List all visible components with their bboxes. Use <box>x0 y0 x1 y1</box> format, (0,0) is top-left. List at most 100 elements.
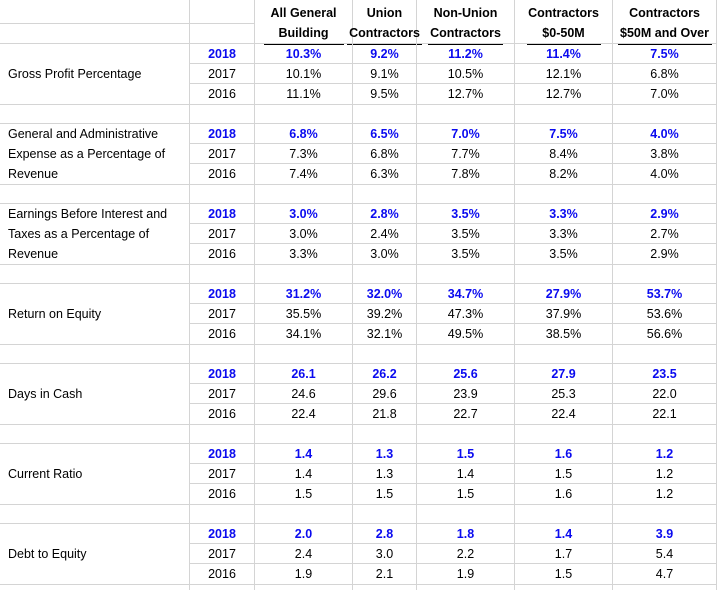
metric-label-line: Days in Cash <box>8 387 83 401</box>
value-cell: 10.5% <box>417 64 515 84</box>
value-cell: 2.4% <box>353 224 417 244</box>
column-header-line2: Contractors <box>428 23 503 45</box>
value-cell: 37.9% <box>515 304 613 324</box>
value-cell: 26.1 <box>255 364 353 384</box>
year-cell: 2017 <box>190 64 255 84</box>
value-cell: 3.0% <box>255 224 353 244</box>
year-cell: 2017 <box>190 464 255 484</box>
year-cell: 2018 <box>190 44 255 64</box>
value-cell: 7.7% <box>417 144 515 164</box>
spacer-cell <box>417 344 515 364</box>
value-cell: 25.6 <box>417 364 515 384</box>
value-cell: 32.0% <box>353 284 417 304</box>
metric-label: Return on Equity <box>0 284 190 344</box>
value-cell: 11.1% <box>255 84 353 104</box>
column-header-line1: Non-Union <box>417 0 515 24</box>
spacer-cell <box>515 504 613 524</box>
value-cell: 2.4 <box>255 544 353 564</box>
spacer-cell <box>417 264 515 284</box>
header-spacer-cell <box>0 0 190 24</box>
value-cell: 6.8% <box>613 64 717 84</box>
spacer-cell <box>515 344 613 364</box>
value-cell: 53.7% <box>613 284 717 304</box>
value-cell: 1.3 <box>353 464 417 484</box>
value-cell: 2.9% <box>613 244 717 264</box>
metric-label: Current Ratio <box>0 444 190 504</box>
spacer-cell <box>255 344 353 364</box>
year-cell: 2018 <box>190 204 255 224</box>
value-cell: 3.8% <box>613 144 717 164</box>
metric-label: Earnings Before Interest and Taxes as a P… <box>0 204 190 264</box>
spacer-cell <box>255 184 353 204</box>
value-cell: 49.5% <box>417 324 515 344</box>
metric-label-line: Revenue <box>8 247 59 261</box>
value-cell: 3.3% <box>515 204 613 224</box>
value-cell: 21.8 <box>353 404 417 424</box>
value-cell: 10.3% <box>255 44 353 64</box>
value-cell: 5.4 <box>613 544 717 564</box>
value-cell: 8.4% <box>515 144 613 164</box>
spacer-cell <box>0 344 190 364</box>
value-cell: 7.3% <box>255 144 353 164</box>
year-cell: 2017 <box>190 304 255 324</box>
value-cell: 12.1% <box>515 64 613 84</box>
column-header-cell: Contractors <box>347 24 422 45</box>
value-cell: 1.7 <box>515 544 613 564</box>
spacer-cell <box>255 504 353 524</box>
spacer-cell <box>190 184 255 204</box>
year-cell: 2017 <box>190 224 255 244</box>
spacer-cell <box>417 424 515 444</box>
value-cell: 29.6 <box>353 384 417 404</box>
value-cell: 3.3% <box>255 244 353 264</box>
spacer-cell <box>613 184 717 204</box>
value-cell: 2.9% <box>613 204 717 224</box>
metric-label: Debt to Equity <box>0 524 190 584</box>
value-cell: 35.5% <box>255 304 353 324</box>
column-header-line1: Contractors <box>515 0 613 24</box>
value-cell: 1.5 <box>255 484 353 504</box>
value-cell: 9.1% <box>353 64 417 84</box>
value-cell: 1.9 <box>417 564 515 584</box>
column-header-cell: $50M and Over <box>613 24 717 45</box>
value-cell: 4.0% <box>613 164 717 184</box>
value-cell: 11.4% <box>515 44 613 64</box>
value-cell: 38.5% <box>515 324 613 344</box>
value-cell: 23.5 <box>613 364 717 384</box>
value-cell: 56.6% <box>613 324 717 344</box>
value-cell: 39.2% <box>353 304 417 324</box>
value-cell: 3.0% <box>255 204 353 224</box>
spacer-cell <box>0 104 190 124</box>
value-cell: 1.2 <box>613 444 717 464</box>
value-cell: 22.7 <box>417 404 515 424</box>
value-cell: 7.5% <box>613 44 717 64</box>
spacer-cell <box>515 104 613 124</box>
value-cell: 53.6% <box>613 304 717 324</box>
value-cell: 22.4 <box>255 404 353 424</box>
value-cell: 26.2 <box>353 364 417 384</box>
value-cell: 1.2 <box>613 464 717 484</box>
year-cell: 2016 <box>190 244 255 264</box>
spacer-cell <box>353 344 417 364</box>
value-cell: 7.5% <box>515 124 613 144</box>
year-cell: 2016 <box>190 164 255 184</box>
value-cell: 10.1% <box>255 64 353 84</box>
value-cell: 1.4 <box>417 464 515 484</box>
column-header-line2: Contractors <box>347 23 422 45</box>
value-cell: 1.5 <box>417 444 515 464</box>
value-cell: 1.2 <box>613 484 717 504</box>
value-cell: 11.2% <box>417 44 515 64</box>
metric-label: Gross Profit Percentage <box>0 44 190 104</box>
value-cell: 8.2% <box>515 164 613 184</box>
spacer-cell <box>0 504 190 524</box>
column-header-cell: Contractors <box>417 23 515 45</box>
value-cell: 4.0% <box>613 124 717 144</box>
value-cell: 2.2 <box>417 544 515 564</box>
year-cell: 2018 <box>190 124 255 144</box>
value-cell: 27.9 <box>515 364 613 384</box>
spacer-cell <box>190 504 255 524</box>
value-cell: 32.1% <box>353 324 417 344</box>
spacer-cell <box>353 104 417 124</box>
value-cell: 7.4% <box>255 164 353 184</box>
year-cell: 2016 <box>190 564 255 584</box>
